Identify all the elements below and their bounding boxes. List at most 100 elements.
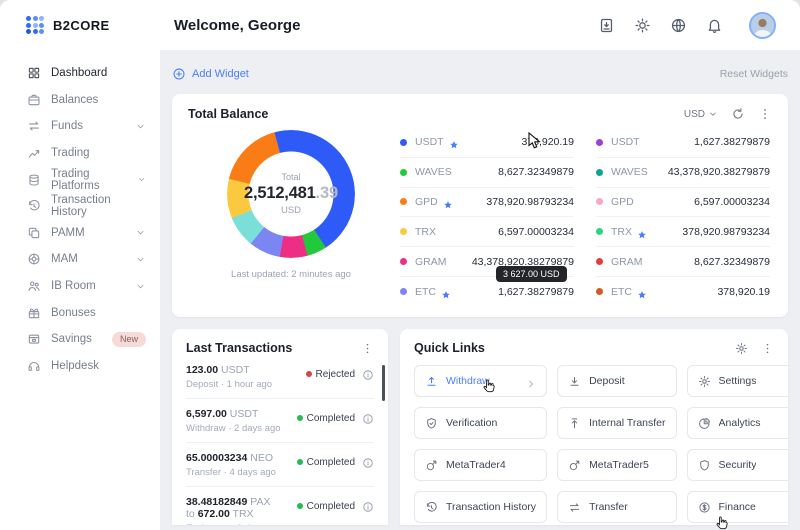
asset-label: TRX — [415, 225, 436, 238]
balance-row[interactable]: USDT 378,920.19 — [400, 128, 574, 158]
asset-color-dot — [400, 228, 407, 236]
notifications-bell-icon[interactable] — [706, 17, 723, 34]
quick-link-tile-transfer[interactable]: Transfer — [557, 491, 677, 523]
sidebar-item-icon — [27, 119, 41, 133]
balance-row[interactable]: ETC 378,920.19 — [596, 277, 770, 307]
kebab-menu-icon[interactable] — [758, 107, 772, 121]
sidebar-item-ib-room[interactable]: IB Room — [0, 273, 160, 300]
sidebar-item-transaction-history[interactable]: Transaction History — [0, 193, 160, 220]
quick-link-icon — [568, 501, 581, 514]
quick-link-tile-metatrader4[interactable]: MetaTrader4 — [414, 449, 548, 481]
quick-link-tile-settings[interactable]: Settings — [686, 365, 788, 397]
balance-row[interactable]: TRX 6,597.00003234 — [400, 217, 574, 248]
transaction-row[interactable]: 38.48182849 PAX to 672.00 TRX Exchange ·… — [186, 487, 374, 525]
chevron-down-icon — [135, 254, 146, 265]
quick-link-tile-metatrader5[interactable]: MetaTrader5 — [557, 449, 677, 481]
balance-row[interactable]: GPD 378,920.98793234 — [400, 188, 574, 218]
b2core-logo-icon — [26, 16, 44, 34]
favorite-star-icon[interactable] — [637, 227, 647, 239]
balance-row[interactable]: ETC 1,627.38279879 — [400, 277, 574, 307]
balance-column-2: USDT 1,627.38279879 WAVES 43,378,920.382… — [596, 128, 770, 307]
favorite-star-icon[interactable] — [449, 137, 459, 149]
sidebar-item-helpdesk[interactable]: Helpdesk — [0, 353, 160, 380]
sidebar-item-label: Helpdesk — [51, 359, 99, 372]
scrollbar-thumb[interactable] — [382, 365, 385, 401]
balance-row[interactable]: WAVES 43,378,920.38279879 — [596, 158, 770, 188]
balance-row[interactable]: TRX 378,920.98793234 — [596, 217, 770, 248]
quick-link-tile-internal-transfer[interactable]: Internal Transfer — [557, 407, 677, 439]
sidebar-item-trading[interactable]: Trading — [0, 140, 160, 167]
chevron-down-icon — [135, 121, 146, 132]
balance-row[interactable]: GRAM 8,627.32349879 — [596, 247, 770, 277]
quick-link-label: Transfer — [589, 501, 628, 513]
sidebar-item-funds[interactable]: Funds — [0, 113, 160, 140]
total-balance-title: Total Balance — [188, 107, 269, 121]
quick-link-tile-deposit[interactable]: Deposit — [557, 365, 677, 397]
quick-link-label: Internal Transfer — [589, 417, 666, 429]
kebab-menu-icon[interactable] — [761, 342, 774, 355]
transactions-list: 123.00 USDT Deposit · 1 hour ago Rejecte… — [186, 355, 374, 525]
sidebar-item-icon — [27, 93, 41, 107]
sidebar-item-dashboard[interactable]: Dashboard — [0, 60, 160, 87]
language-globe-icon[interactable] — [670, 17, 687, 34]
sidebar-item-label: PAMM — [51, 226, 85, 239]
balance-row[interactable]: USDT 1,627.38279879 — [596, 128, 770, 158]
quick-link-tile-security[interactable]: Security — [686, 449, 788, 481]
transaction-detail: Transfer · 4 days ago — [186, 467, 276, 478]
add-widget-button[interactable]: Add Widget — [172, 67, 249, 81]
asset-color-dot — [400, 138, 407, 146]
info-icon[interactable] — [362, 500, 374, 512]
sidebar-item-savings[interactable]: Savings New — [0, 326, 160, 353]
quick-link-tile-finance[interactable]: Finance — [686, 491, 788, 523]
app-install-icon[interactable] — [598, 17, 615, 34]
quick-link-tile-verification[interactable]: Verification — [414, 407, 548, 439]
transaction-detail: Deposit · 1 hour ago — [186, 379, 273, 390]
balance-donut-chart[interactable]: Total 2,512,481.39 USD — [227, 130, 355, 258]
sidebar-item-bonuses[interactable]: Bonuses — [0, 299, 160, 326]
sidebar-item-label: MAM — [51, 253, 78, 266]
widget-toolbar: Add Widget Reset Widgets — [172, 62, 788, 86]
sidebar-item-pamm[interactable]: PAMM — [0, 220, 160, 247]
quick-link-tile-analytics[interactable]: Analytics — [686, 407, 788, 439]
balance-row[interactable]: GPD 6,597.00003234 — [596, 188, 770, 218]
sidebar-item-label: Bonuses — [51, 306, 96, 319]
favorite-star-icon[interactable] — [443, 197, 453, 209]
balance-row[interactable]: WAVES 8,627.32349879 — [400, 158, 574, 188]
quick-link-tile-withdraw[interactable]: Withdraw — [414, 365, 548, 397]
refresh-icon[interactable] — [731, 107, 745, 121]
brand-logo[interactable]: B2CORE — [0, 16, 160, 34]
transaction-detail: Exchange · 6 days ago — [186, 523, 297, 525]
asset-balance-value: 43,378,920.38279879 — [667, 166, 770, 179]
currency-selector[interactable]: USD — [684, 109, 718, 120]
sidebar-item-label: Balances — [51, 93, 99, 106]
quick-link-label: Deposit — [589, 375, 625, 387]
transaction-row[interactable]: 65.00003234 NEO Transfer · 4 days ago Co… — [186, 443, 374, 487]
kebab-menu-icon[interactable] — [361, 342, 374, 355]
asset-label: WAVES — [611, 166, 648, 179]
sidebar-item-icon — [27, 173, 41, 187]
favorite-star-icon[interactable] — [637, 287, 647, 299]
info-icon[interactable] — [362, 368, 374, 380]
sidebar-item-trading-platforms[interactable]: Trading Platforms — [0, 166, 160, 193]
total-balance-widget: Total Balance USD Total 2 — [172, 94, 788, 317]
asset-color-dot — [400, 258, 407, 266]
chevron-down-icon — [137, 174, 146, 185]
transaction-row[interactable]: 6,597.00 USDT Withdraw · 2 days ago Comp… — [186, 399, 374, 443]
quick-link-tile-transaction-history[interactable]: Transaction History — [414, 491, 548, 523]
reset-widgets-button[interactable]: Reset Widgets — [719, 68, 788, 80]
gear-icon[interactable] — [735, 342, 748, 355]
favorite-star-icon[interactable] — [441, 287, 451, 299]
balance-row[interactable]: GRAM 43,378,920.38279879 — [400, 247, 574, 277]
info-icon[interactable] — [362, 456, 374, 468]
info-icon[interactable] — [362, 412, 374, 424]
transaction-row[interactable]: 123.00 USDT Deposit · 1 hour ago Rejecte… — [186, 355, 374, 399]
asset-label: GRAM — [415, 255, 447, 268]
sidebar-item-balances[interactable]: Balances — [0, 87, 160, 114]
sidebar-item-mam[interactable]: MAM — [0, 246, 160, 273]
asset-color-dot — [400, 168, 407, 176]
theme-sun-icon[interactable] — [634, 17, 651, 34]
user-avatar[interactable] — [749, 11, 776, 39]
main-content: Add Widget Reset Widgets Total Balance U… — [160, 50, 800, 530]
quick-link-label: Settings — [718, 375, 757, 387]
